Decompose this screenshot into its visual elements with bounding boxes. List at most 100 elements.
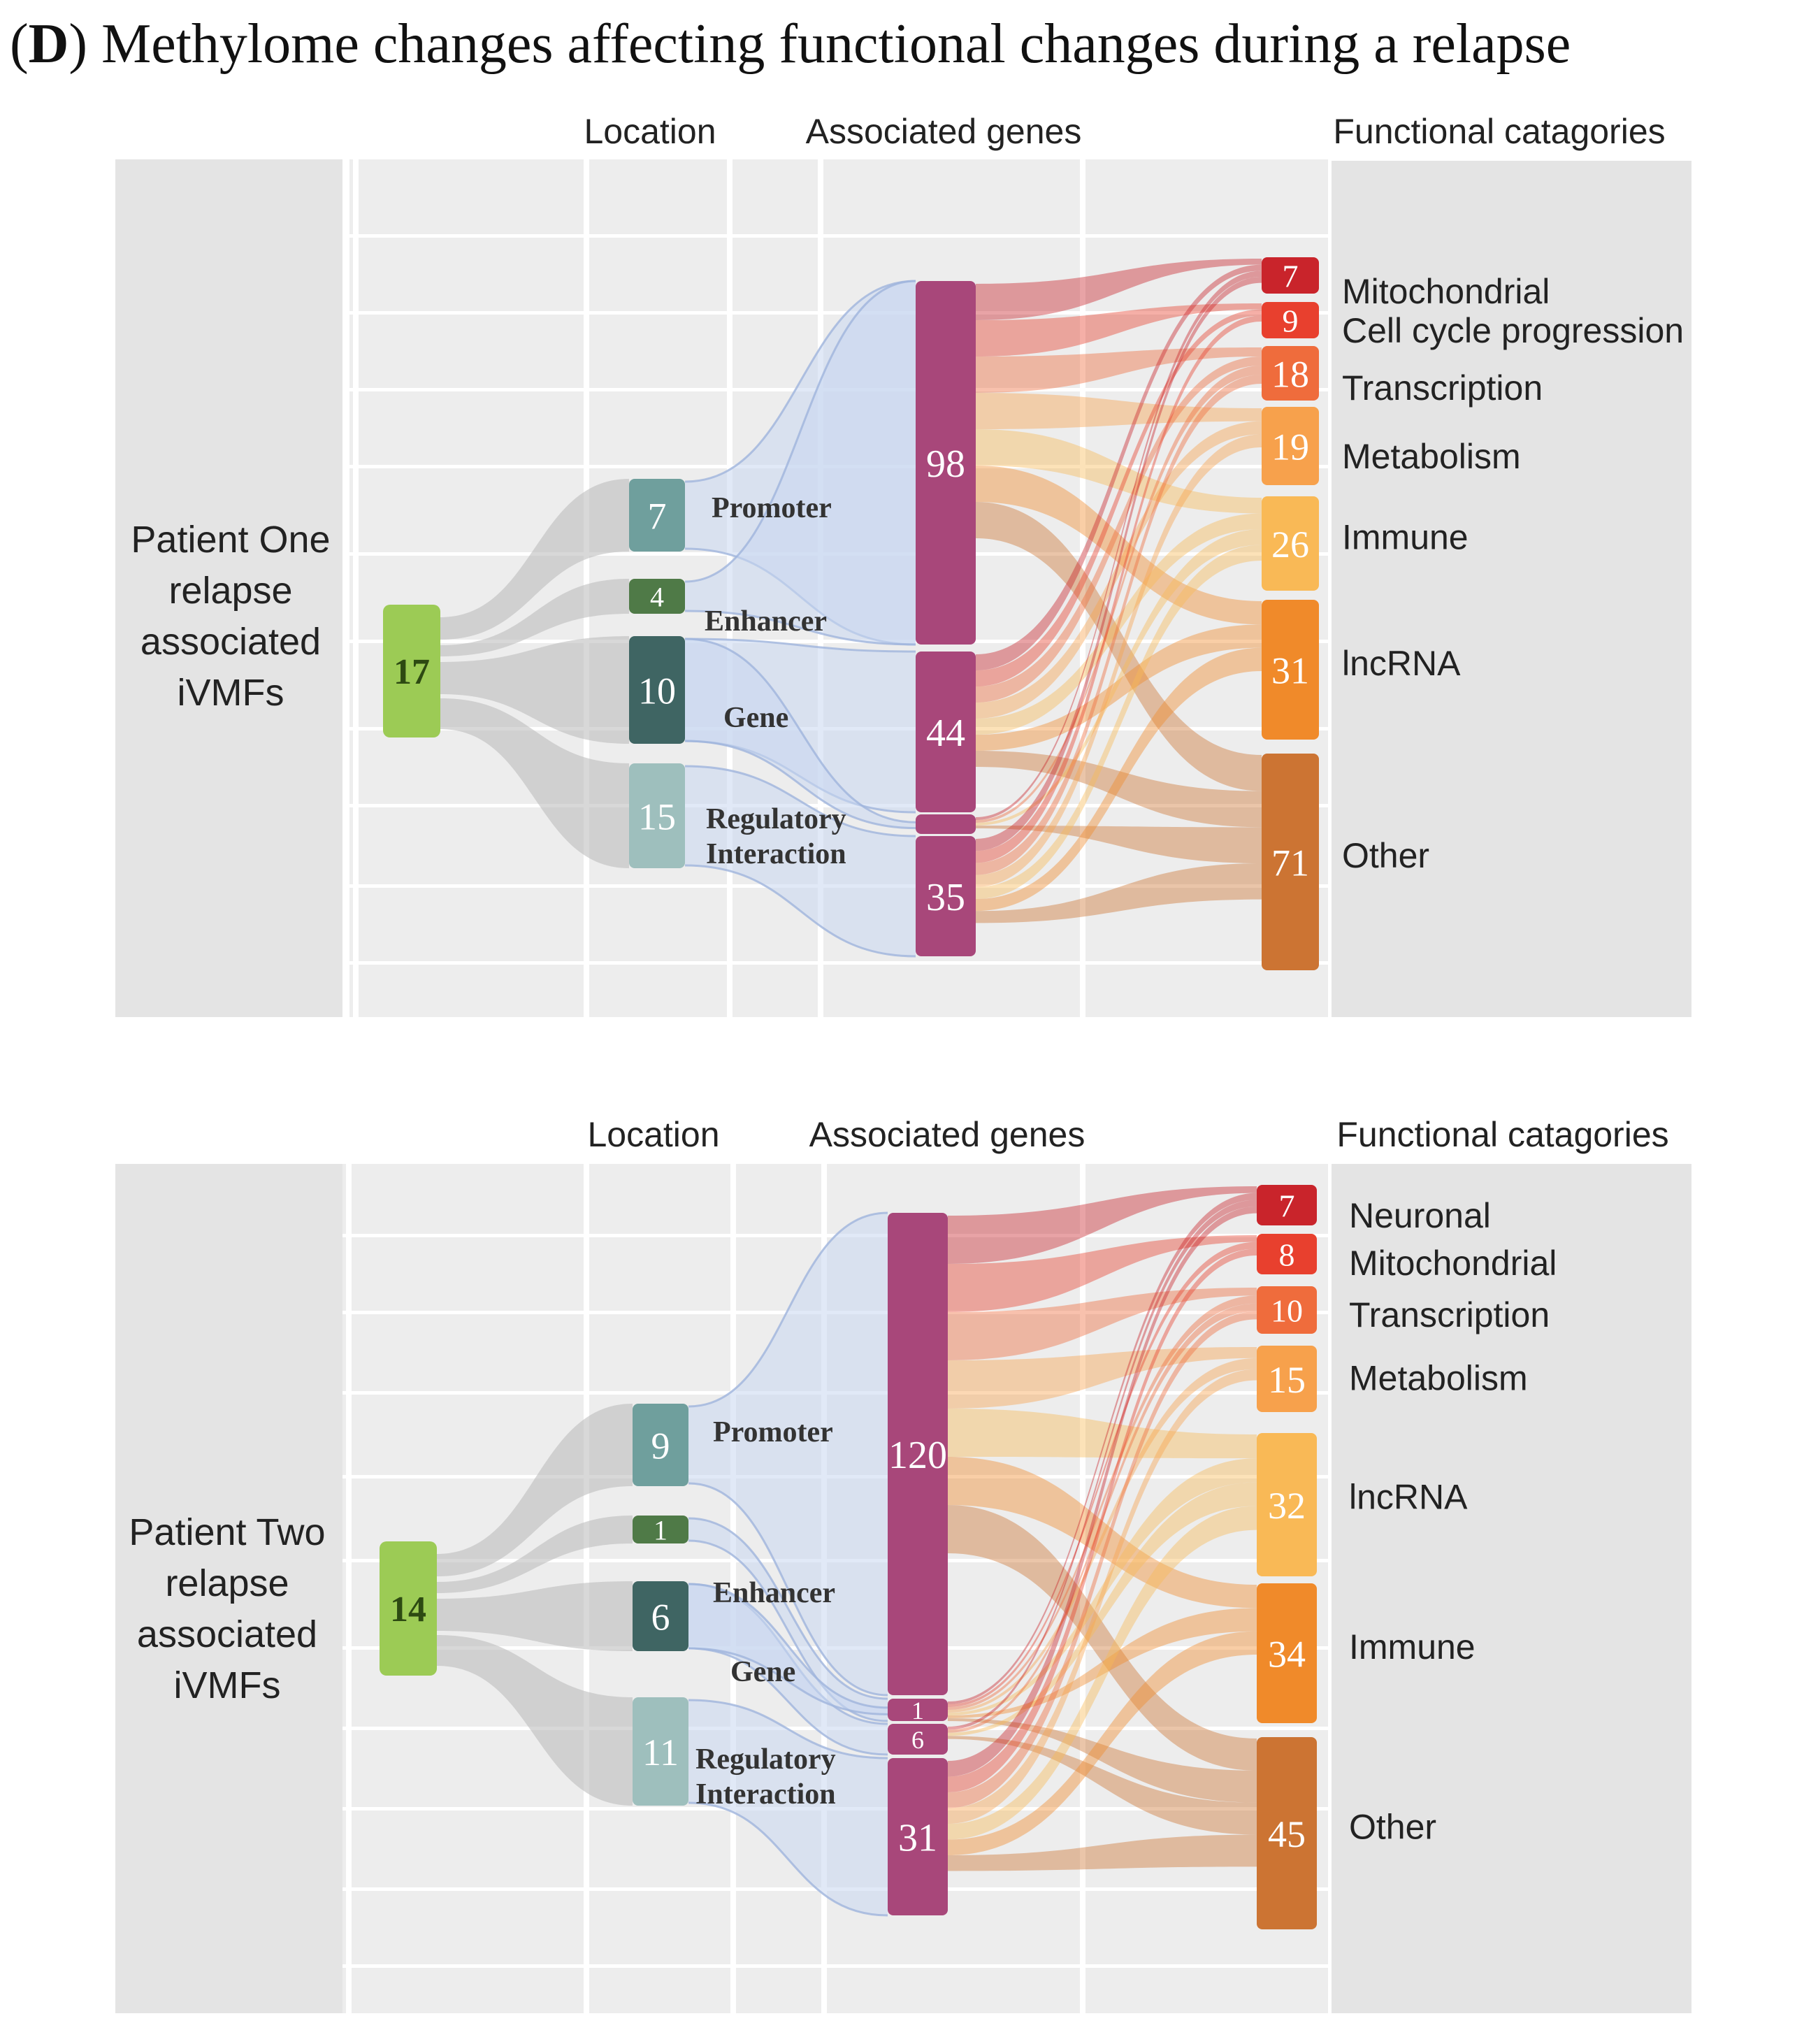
link-gene-to-category: [948, 1347, 1257, 1409]
link-gene-to-category: [948, 1458, 1257, 1715]
location-node-value: 15: [638, 796, 676, 837]
link-location-to-gene: [688, 1518, 888, 1721]
link-gene-to-category: [976, 421, 1262, 719]
link-gene-to-category: [976, 826, 1262, 863]
link-source-to-location: [437, 1635, 633, 1806]
link-gene-to-category: [976, 529, 1262, 826]
link-edge: [688, 1482, 888, 1697]
link-gene-to-category: [976, 259, 1262, 320]
link-edge: [688, 1647, 888, 1756]
header-functional-categories: Functional catagories: [1333, 112, 1665, 151]
location-node-value: 9: [651, 1425, 670, 1467]
header-functional-categories: Functional catagories: [1336, 1115, 1668, 1154]
panel-letter: D: [28, 13, 69, 75]
location-label: Promoter: [713, 1416, 833, 1448]
gene-node-value: 1: [911, 1697, 924, 1725]
link-source-to-location: [437, 1581, 633, 1651]
link-gene-to-category: [976, 502, 1262, 791]
link-edge: [684, 610, 916, 646]
gene-node: [888, 1699, 948, 1721]
link-gene-to-category: [948, 1248, 1257, 1792]
link-gene-to-category: [948, 1241, 1257, 1707]
link-gene-to-category: [976, 375, 1262, 875]
location-label: Gene: [730, 1656, 795, 1688]
category-node: [1262, 407, 1319, 485]
link-gene-to-category: [976, 264, 1262, 671]
link-gene-to-category: [976, 513, 1262, 735]
patient-label-line: iVMFs: [174, 1664, 281, 1706]
category-bg: [1332, 1164, 1691, 2013]
category-label: Mitochondrial: [1349, 1244, 1557, 1283]
gene-node-value: 6: [911, 1726, 924, 1754]
link-gene-to-category: [948, 1736, 1257, 1835]
category-node: [1262, 302, 1319, 338]
link-gene-to-category: [976, 434, 1262, 887]
link-gene-to-category: [948, 1288, 1257, 1360]
link-gene-to-category: [976, 347, 1262, 393]
link-gene-to-category: [976, 466, 1262, 625]
grid-vline: [353, 159, 359, 1017]
link-gene-to-category: [948, 1718, 1257, 1803]
gene-node-value: 98: [926, 442, 965, 486]
location-node-value: 7: [648, 495, 667, 537]
category-label: Metabolism: [1349, 1359, 1528, 1398]
location-node: [633, 1516, 688, 1543]
link-gene-to-category: [976, 277, 1262, 851]
source-node: [380, 1541, 437, 1676]
category-node: [1262, 600, 1319, 740]
link-gene-to-category: [948, 1207, 1257, 1777]
grid-vline: [346, 1164, 352, 2013]
link-gene-to-category: [948, 1506, 1257, 1840]
link-gene-to-category: [948, 1482, 1257, 1736]
link-gene-to-category: [976, 393, 1262, 429]
link-gene-to-category: [976, 545, 1262, 899]
link-gene-to-category: [976, 271, 1262, 820]
link-source-to-location: [437, 1404, 633, 1576]
link-gene-to-category: [948, 1358, 1257, 1713]
link-gene-to-category: [948, 1631, 1257, 1855]
patient-bg: [115, 1164, 342, 2013]
category-label: lncRNA: [1342, 644, 1461, 683]
location-label: Interaction: [695, 1778, 836, 1811]
link-gene-to-category: [948, 1303, 1257, 1733]
panel-patient-two: Location Associated genes Functional catag…: [115, 1115, 1691, 2013]
source-node: [383, 605, 440, 737]
gene-node: [916, 814, 976, 834]
location-label: Enhancer: [713, 1577, 835, 1609]
location-label: Enhancer: [705, 605, 827, 638]
gene-node-value: 44: [926, 712, 965, 755]
category-node: [1262, 754, 1319, 970]
gene-node-value: 120: [888, 1434, 947, 1477]
link-gene-to-category: [948, 1193, 1257, 1704]
link-edge: [684, 638, 916, 653]
category-node-value: 9: [1283, 303, 1299, 339]
category-label: Mitochondrial: [1342, 272, 1550, 311]
link-gene-to-category: [976, 303, 1262, 357]
link-location-to-gene: [688, 1700, 888, 1915]
location-node: [629, 579, 685, 614]
link-gene-to-category: [976, 647, 1262, 912]
category-label: Other: [1342, 836, 1429, 875]
link-gene-to-category: [976, 751, 1262, 828]
category-node: [1262, 257, 1319, 294]
category-node-value: 7: [1279, 1188, 1295, 1224]
patient-label-line: relapse: [168, 570, 292, 612]
location-node-value: 1: [654, 1514, 668, 1546]
link-source-to-location: [437, 1516, 633, 1593]
grid-vline: [730, 1164, 736, 2013]
link-location-to-gene: [688, 1584, 888, 1715]
gene-node-value: 35: [926, 876, 965, 919]
category-node: [1257, 1583, 1317, 1723]
category-label: Neuronal: [1349, 1196, 1491, 1235]
header-associated-genes: Associated genes: [809, 1115, 1085, 1154]
category-node-value: 8: [1279, 1237, 1295, 1273]
category-node-value: 19: [1271, 426, 1309, 468]
link-edge: [688, 1211, 888, 1408]
link-edge: [684, 864, 916, 958]
link-gene-to-category: [948, 1295, 1257, 1710]
link-gene-to-category: [976, 863, 1262, 923]
location-node-value: 11: [642, 1732, 679, 1773]
location-label: Promoter: [712, 492, 832, 524]
category-node-value: 31: [1271, 649, 1309, 691]
link-gene-to-category: [948, 1608, 1257, 1718]
